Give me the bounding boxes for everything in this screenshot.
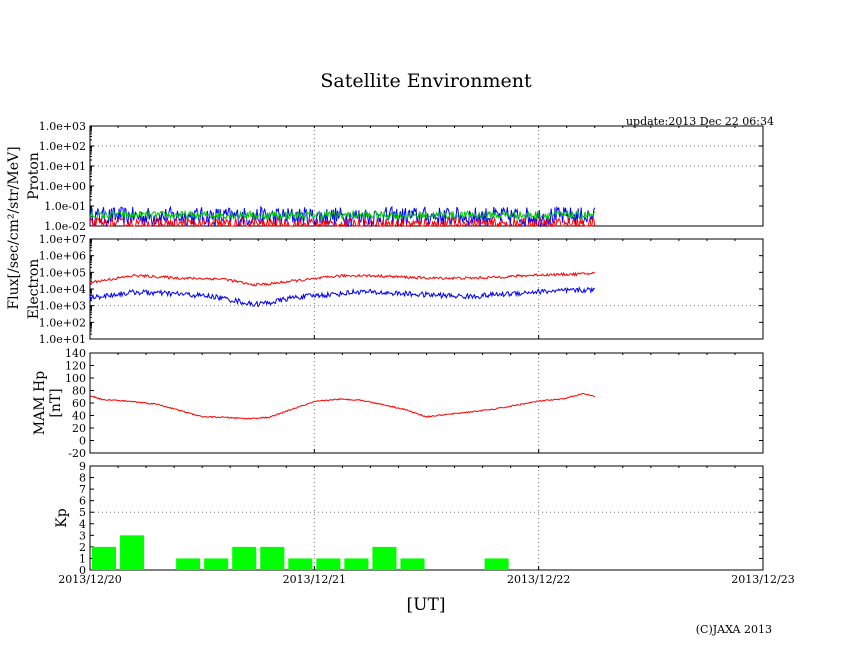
- kp-bar-2: [176, 558, 201, 570]
- x-tick-label-2: 2013/12/22: [507, 573, 570, 586]
- x-tick-label-1: 2013/12/21: [283, 573, 346, 586]
- kp-bar-9: [372, 546, 397, 570]
- panel-frame-proton: [89, 125, 764, 227]
- y-tick-label-kp-1: 1: [79, 552, 86, 565]
- y-axis-label-mam: MAM Hp: [32, 371, 48, 435]
- y-tick-label-kp-8: 8: [79, 472, 86, 485]
- kp-bar-8: [344, 558, 369, 570]
- y-axis-unit-mam: [nT]: [48, 388, 64, 417]
- y-tick-label-kp-2: 2: [79, 541, 86, 554]
- x-axis-label: [UT]: [407, 595, 446, 615]
- y-tick-label-electron-1: 1.0e+02: [39, 316, 86, 329]
- y-tick-label-kp-7: 7: [79, 483, 86, 496]
- series-line-proton-1: [89, 209, 596, 222]
- kp-bar-7: [316, 558, 341, 570]
- y-tick-label-kp-9: 9: [79, 460, 86, 473]
- y-tick-label-electron-3: 1.0e+04: [39, 283, 86, 296]
- x-tick-label-0: 2013/12/20: [58, 573, 121, 586]
- panel-frame-mam: [89, 352, 764, 454]
- y-tick-label-kp-5: 5: [79, 506, 86, 519]
- y-axis-label-proton: Proton: [26, 152, 42, 200]
- series-line-mam-0: [89, 392, 596, 420]
- series-line-proton-0: [89, 205, 596, 228]
- y-tick-label-kp-6: 6: [79, 495, 86, 508]
- x-tick-label-3: 2013/12/23: [731, 573, 794, 586]
- y-tick-label-mam-8: 140: [65, 347, 86, 360]
- y-tick-label-electron-6: 1.0e+07: [39, 233, 86, 246]
- y-tick-label-mam-5: 80: [72, 385, 86, 398]
- panel-frame-kp: [89, 465, 764, 571]
- chart-title: Satellite Environment: [320, 70, 532, 92]
- kp-bar-4: [232, 546, 257, 570]
- y-tick-label-proton-3: 1.0e+01: [39, 160, 86, 173]
- y-tick-label-electron-5: 1.0e+06: [39, 250, 86, 263]
- y-tick-label-mam-1: 0: [79, 435, 86, 448]
- y-tick-label-mam-2: 20: [72, 422, 86, 435]
- y-tick-label-kp-4: 4: [79, 518, 86, 531]
- series-line-electron-0: [89, 271, 595, 287]
- kp-bar-11: [484, 558, 509, 570]
- y-tick-label-electron-2: 1.0e+03: [39, 300, 86, 313]
- kp-bar-6: [288, 558, 313, 570]
- y-tick-label-proton-5: 1.0e+03: [39, 120, 86, 133]
- y-tick-label-proton-4: 1.0e+02: [39, 140, 86, 153]
- y-tick-label-mam-7: 120: [65, 360, 86, 373]
- y-tick-label-kp-3: 3: [79, 529, 86, 542]
- panel-frame-electron: [89, 238, 764, 340]
- y-tick-label-mam-0: -20: [68, 447, 86, 460]
- y-tick-label-electron-4: 1.0e+05: [39, 266, 86, 279]
- y-tick-label-proton-2: 1.0e+00: [39, 180, 86, 193]
- y-tick-label-mam-4: 60: [72, 397, 86, 410]
- series-line-proton-2: [89, 216, 596, 228]
- y-tick-label-electron-0: 1.0e+01: [39, 333, 86, 346]
- flux-axis-label: Flux[/sec/cm²/str/MeV]: [6, 146, 22, 309]
- y-axis-label-electron: Electron: [26, 259, 42, 320]
- update-timestamp: update:2013 Dec 22 06:34: [626, 115, 774, 128]
- copyright-text: (C)JAXA 2013: [696, 623, 772, 636]
- series-line-electron-1: [89, 286, 595, 308]
- kp-bar-10: [400, 558, 425, 570]
- kp-bar-1: [120, 535, 145, 570]
- kp-bar-3: [204, 558, 229, 570]
- y-axis-label-kp: Kp: [54, 508, 70, 527]
- y-tick-label-kp-0: 0: [79, 564, 86, 577]
- kp-bar-0: [92, 546, 117, 570]
- y-tick-label-proton-1: 1.0e-01: [44, 200, 86, 213]
- y-tick-label-mam-6: 100: [65, 372, 86, 385]
- y-tick-label-proton-0: 1.0e-02: [44, 220, 86, 233]
- y-tick-label-mam-3: 40: [72, 410, 86, 423]
- kp-bar-5: [260, 546, 285, 570]
